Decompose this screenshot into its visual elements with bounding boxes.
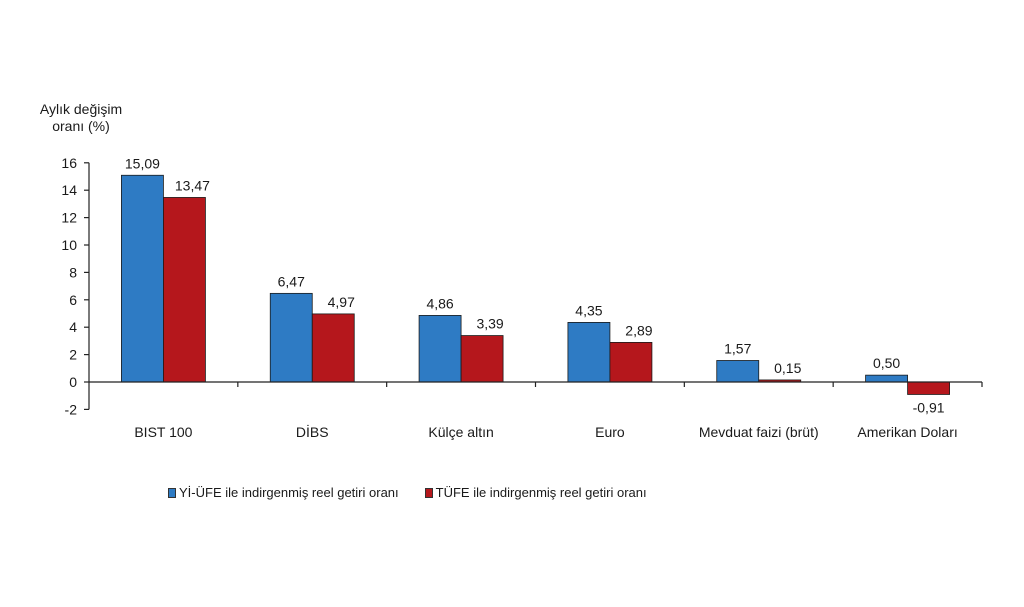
data-label: 0,50 bbox=[873, 355, 900, 371]
y-tick-label: 4 bbox=[69, 319, 77, 335]
y-tick-label: 8 bbox=[69, 264, 77, 280]
y-tick-label: 12 bbox=[61, 210, 77, 226]
data-label: 4,86 bbox=[426, 295, 453, 311]
x-category-label: Mevduat faizi (brüt) bbox=[699, 424, 819, 440]
y-axis-title-line2: oranı (%) bbox=[52, 118, 110, 134]
bar bbox=[311, 313, 355, 383]
legend-swatch-blue bbox=[168, 487, 176, 498]
data-label: 13,47 bbox=[175, 177, 210, 193]
data-label: 3,39 bbox=[476, 316, 503, 332]
data-label: 1,57 bbox=[724, 340, 751, 356]
legend-item-yiufe: Yİ-ÜFE ile indirgenmiş reel getiri oranı bbox=[168, 485, 399, 500]
legend-item-tufe: TÜFE ile indirgenmiş reel getiri oranı bbox=[424, 485, 647, 500]
bar bbox=[121, 174, 164, 383]
data-label: 15,09 bbox=[125, 155, 160, 171]
bar bbox=[907, 381, 950, 395]
bar bbox=[163, 197, 206, 383]
x-category-label: Külçe altın bbox=[428, 424, 493, 440]
y-tick-label: -2 bbox=[65, 401, 78, 417]
data-label: 2,89 bbox=[625, 322, 652, 338]
bar bbox=[460, 335, 504, 383]
x-category-label: BIST 100 bbox=[134, 424, 192, 440]
bar bbox=[716, 360, 760, 383]
data-label: 4,35 bbox=[575, 302, 602, 318]
data-label: 4,97 bbox=[328, 294, 355, 310]
bar bbox=[269, 292, 313, 383]
x-category-label: Euro bbox=[595, 424, 625, 440]
x-category-label: Amerikan Doları bbox=[857, 424, 957, 440]
y-tick-label: 10 bbox=[61, 237, 77, 253]
legend: Yİ-ÜFE ile indirgenmiş reel getiri oranı… bbox=[168, 485, 647, 500]
legend-label: Yİ-ÜFE ile indirgenmiş reel getiri oranı bbox=[179, 485, 399, 500]
bar bbox=[609, 342, 653, 383]
y-tick-label: 2 bbox=[69, 347, 77, 363]
y-tick-label: 0 bbox=[69, 374, 77, 390]
y-axis-title: Aylık değişim oranı (%) bbox=[26, 101, 136, 135]
x-category-label: DİBS bbox=[296, 423, 329, 440]
y-tick-label: 14 bbox=[61, 182, 77, 198]
legend-swatch-red bbox=[424, 487, 433, 498]
bar bbox=[865, 374, 908, 383]
y-tick-label: 16 bbox=[61, 155, 77, 171]
y-axis-title-line1: Aylık değişim bbox=[39, 101, 123, 117]
legend-label: TÜFE ile indirgenmiş reel getiri oranı bbox=[435, 485, 647, 500]
y-tick-label: 6 bbox=[69, 292, 77, 308]
bar bbox=[418, 315, 462, 383]
data-label: 6,47 bbox=[278, 273, 305, 289]
data-label: -0,91 bbox=[913, 399, 945, 415]
bar bbox=[567, 322, 611, 383]
data-label: 0,15 bbox=[774, 360, 801, 376]
